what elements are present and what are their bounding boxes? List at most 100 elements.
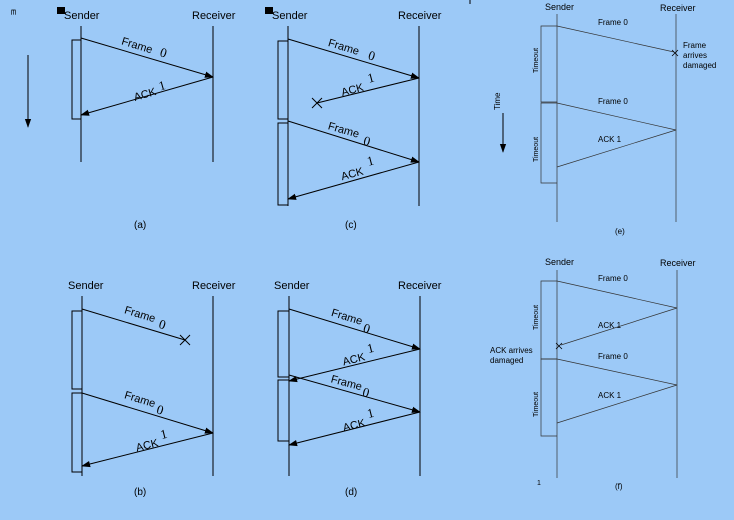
timeout-bracket-1	[540, 25, 557, 103]
damaged-label-3: damaged	[683, 61, 716, 70]
ack-number: 1	[159, 426, 169, 442]
damaged-label-2: arrives	[683, 51, 707, 60]
ack2-number: 1	[365, 405, 375, 421]
ack-damaged-label-1: ACK arrives	[490, 346, 533, 355]
caption: (d)	[345, 487, 357, 498]
frame-arrow	[80, 37, 214, 78]
caption: (e)	[615, 227, 625, 236]
sender-label: Sender	[274, 280, 310, 292]
diagram-d: Sender Receiver Frame 0 ACK 1 Frame 0 AC…	[274, 280, 442, 498]
caption: (c)	[345, 220, 357, 231]
ack1-label: ACK 1	[598, 321, 622, 330]
frame-number: 0	[158, 44, 169, 60]
frame2-number: 0	[155, 402, 166, 418]
timeout-label-2: Timeout	[533, 137, 540, 162]
timeout-bracket-2	[277, 379, 289, 442]
diagram-f: Sender Receiver Timeout Timeout Frame 0 …	[490, 257, 696, 491]
frame-lost-line	[81, 308, 186, 341]
ack1-label: ACK	[340, 81, 366, 99]
frame2-label: Frame	[327, 120, 361, 140]
ack2-label: ACK 1	[598, 391, 622, 400]
sender-label: Sender	[272, 10, 308, 22]
timeout-label-2: Timeout	[533, 392, 540, 417]
ack-label: ACK 1	[598, 135, 622, 144]
ack-number: 1	[157, 77, 167, 93]
receiver-label: Receiver	[660, 258, 696, 268]
corner-mark	[265, 7, 273, 14]
frame2-line	[556, 102, 677, 131]
ack2-label: ACK	[342, 417, 367, 434]
frame-arrow	[81, 392, 214, 434]
timeout-bracket	[71, 39, 81, 120]
receiver-label: Receiver	[192, 10, 236, 22]
ack-arrow-2	[287, 161, 420, 200]
side-mark: ㅌ	[8, 8, 18, 16]
timeout-bracket-1	[277, 40, 288, 120]
timeout-label-1: Timeout	[533, 305, 540, 330]
frame2-line	[556, 358, 678, 386]
frame1-number: 0	[157, 316, 168, 332]
ack-line	[556, 129, 677, 168]
footnote-mark: 1	[537, 480, 541, 487]
caption: (b)	[134, 487, 146, 498]
ack-label: ACK	[132, 86, 158, 104]
ack1-number: 1	[365, 340, 375, 356]
frame-lost-line	[556, 25, 675, 53]
time-label: Time	[493, 92, 502, 110]
frame2-label: Frame	[329, 373, 363, 393]
timeout-label-1: Timeout	[533, 48, 540, 73]
corner-mark	[57, 7, 65, 14]
ack1-number: 1	[366, 70, 376, 86]
diagram-c: Sender Receiver Frame 0 ACK 1 Frame 0 AC…	[265, 7, 442, 231]
frame1-label: Frame	[327, 37, 361, 58]
frame2-label: Frame 0	[598, 352, 628, 361]
ack-lost-line	[316, 77, 420, 104]
sender-label: Sender	[64, 10, 100, 22]
frame1-label: Frame	[330, 307, 364, 328]
timeout-bracket-2	[277, 122, 288, 206]
loss-x-icon	[179, 334, 191, 346]
receiver-label: Receiver	[660, 3, 696, 13]
frame-label: Frame	[120, 36, 154, 57]
frame-arrow-1	[287, 38, 420, 79]
receiver-label: Receiver	[398, 10, 442, 22]
ack2-label: ACK	[340, 165, 366, 183]
frame1-number: 0	[361, 320, 372, 336]
ack1-label: ACK	[341, 351, 366, 368]
frame-arrow-2	[287, 120, 420, 163]
damaged-label-1: Frame	[683, 41, 707, 50]
caption: (f)	[615, 482, 623, 491]
ack1-damaged-line	[560, 307, 678, 346]
frame1-label: Frame 0	[598, 18, 628, 27]
ack-arrow-1	[288, 348, 421, 383]
ack-label: ACK	[135, 437, 160, 454]
frame-arrow-2	[288, 374, 421, 413]
frame1-number: 0	[366, 47, 377, 63]
frame2-number: 0	[362, 133, 372, 149]
frame2-number: 0	[361, 384, 371, 400]
diagram-a: ㅌ Sender Receiver Frame 0 ACK 1 (a)	[8, 7, 236, 231]
diagram-b: Sender Receiver Frame 0 Frame 0 ACK 1 (b…	[68, 280, 236, 498]
sender-label: Sender	[545, 257, 574, 267]
ack-damaged-label-2: damaged	[490, 356, 523, 365]
receiver-label: Receiver	[398, 280, 442, 292]
ack-arrow-2	[288, 411, 421, 447]
timeout-bracket-1	[71, 310, 82, 390]
diagram-e: Sender Receiver Timeout Timeout Frame 0 …	[469, 0, 716, 236]
receiver-label: Receiver	[192, 280, 236, 292]
frame1-line	[556, 280, 678, 309]
sender-label: Sender	[68, 280, 104, 292]
timeout-bracket-2	[71, 392, 82, 473]
loss-x-icon	[311, 97, 323, 109]
ack-arrow	[81, 432, 214, 468]
caption: (a)	[134, 220, 146, 231]
ack-arrow	[80, 76, 214, 116]
timeout-bracket-2	[540, 358, 557, 437]
loss-x-icon	[555, 342, 563, 350]
ack2-number: 1	[365, 153, 375, 169]
sender-label: Sender	[545, 2, 574, 12]
timeout-bracket-2	[540, 102, 557, 184]
timeout-bracket-1	[540, 280, 557, 360]
frame1-label: Frame	[123, 304, 157, 325]
